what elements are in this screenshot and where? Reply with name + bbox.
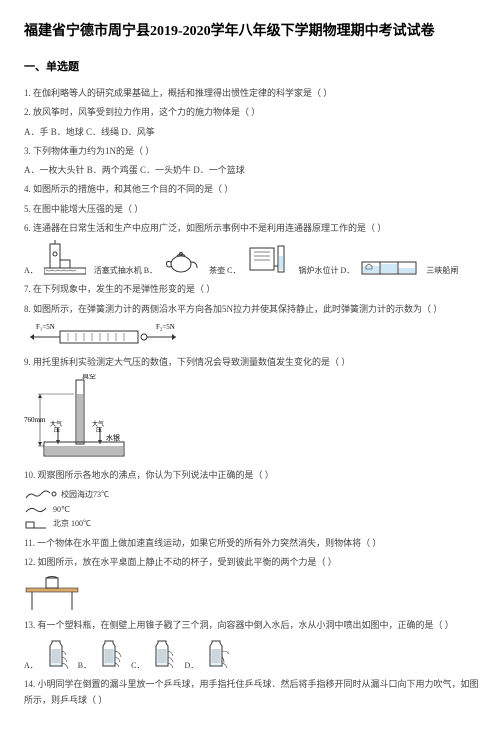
fig-bp-2: 90℃ <box>24 504 70 516</box>
force-right-label: F₂=5N <box>156 323 175 331</box>
question-9: 9. 用托里拆利实验测定大气压的数值，下列情况会导致测量数值发生变化的是（ ） <box>24 355 480 370</box>
label-13b: B． <box>78 660 91 671</box>
bp3-label: 北京 100℃ <box>53 518 91 529</box>
fig-bottle-d <box>204 637 232 671</box>
question-10: 10. 观察图所示各地水的沸点，你认为下列说法中正确的是（ ） <box>24 468 480 483</box>
fig-bottle-a <box>44 637 72 671</box>
question-1: 1. 在伽利略等人的研究成果基础上，概括和推理得出惯性定律的科学家是（ ） <box>24 86 480 101</box>
question-2-options: A．手 B．地球 C．线绳 D．风筝 <box>24 125 480 140</box>
section-heading: 一、单选题 <box>24 58 480 74</box>
question-14: 14. 小明同学在倒置的漏斗里放一个乒乓球，用手指托住乒乓球．然后将手指移开同时… <box>24 677 480 708</box>
question-11: 11. 一个物体在水平面上做加速直线运动，如果它所受的所有外力突然消失，则物体将… <box>24 536 480 551</box>
question-6-figures: A． 活塞式抽水机 B． 茶壶 C． <box>24 240 480 276</box>
question-9-figure: 真空 水银 760mm 大气 压 大气 压 <box>24 374 480 462</box>
question-13: 13. 有一个塑料瓶，在侧壁上用锥子戳了三个洞，向容器中倒入水后，水从小洞中喷出… <box>24 618 480 633</box>
question-12-figure <box>24 574 480 612</box>
height-label: 760mm <box>24 416 46 424</box>
fig-bp-3: 北京 100℃ <box>24 518 91 530</box>
bp2-label: 90℃ <box>53 505 70 514</box>
fig-spring-scale: F₁=5N F₂=5N <box>24 321 184 349</box>
fig-bottle-c <box>150 637 178 671</box>
fig-teapot <box>163 248 201 276</box>
mercury-label: 水银 <box>106 433 120 442</box>
label-13a: A． <box>24 660 38 671</box>
question-12: 12. 如图所示，放在水平桌面上静止不动的杯子，受到彼此平衡的两个力是（ ） <box>24 555 480 570</box>
fig-bottle-b <box>97 637 125 671</box>
question-6: 6. 连通器在日常生活和生产中应用广泛，如图所示事例中不是利用连通器原理工作的是… <box>24 221 480 236</box>
label-6c: 锅炉水位计 D． <box>298 265 354 276</box>
label-6d: 三峡船闸 <box>426 265 458 276</box>
force-left-label: F₁=5N <box>36 323 55 331</box>
fig-boiler-gauge <box>246 242 290 276</box>
fig-lock <box>360 244 418 276</box>
question-2: 2. 放风筝时，风筝受到拉力作用，这个力的施力物体是（ ） <box>24 105 480 120</box>
label-a: A． <box>24 265 38 276</box>
p1-label: 大气 <box>50 420 62 428</box>
question-5: 5. 在图中能增大压强的是（ ） <box>24 202 480 217</box>
question-3: 3. 下列物体重力约为1N的是（ ） <box>24 144 480 159</box>
fig-cup-table <box>24 574 80 612</box>
doc-title: 福建省宁德市周宁县2019-2020学年八年级下学期物理期中考试试卷 <box>24 20 480 40</box>
vacuum-label: 真空 <box>82 374 96 380</box>
question-4: 4. 如图所示的措施中，和其他三个目的不同的是（ ） <box>24 182 480 197</box>
question-7: 7. 在下列现象中，发生的不是弹性形变的是（ ） <box>24 282 480 297</box>
p2-label: 大气 <box>92 420 104 428</box>
question-10-figure: 校园海边73℃ 90℃ 北京 100℃ <box>24 488 480 530</box>
fig-pump <box>44 240 86 276</box>
svg-text:压: 压 <box>54 427 60 434</box>
question-8: 8. 如图所示，在弹簧测力计的两侧沿水平方向各加5N拉力并使其保持静止，此时弹簧… <box>24 302 480 317</box>
svg-text:压: 压 <box>96 427 102 434</box>
fig-bp-1: 校园海边73℃ <box>24 488 109 502</box>
label-6a: 活塞式抽水机 B． <box>94 265 157 276</box>
question-8-figure: F₁=5N F₂=5N <box>24 321 480 349</box>
label-13d: D． <box>184 660 198 671</box>
fig-torricelli: 真空 水银 760mm 大气 压 大气 压 <box>24 374 144 462</box>
bp1-label: 校园海边73℃ <box>61 489 109 500</box>
label-6b: 茶壶 C． <box>209 265 240 276</box>
label-13c: C． <box>131 660 144 671</box>
question-3-options: A．一枚大头针 B．两个鸡蛋 C．一头奶牛 D．一个篮球 <box>24 163 480 178</box>
question-13-figures: A． B． <box>24 637 480 671</box>
